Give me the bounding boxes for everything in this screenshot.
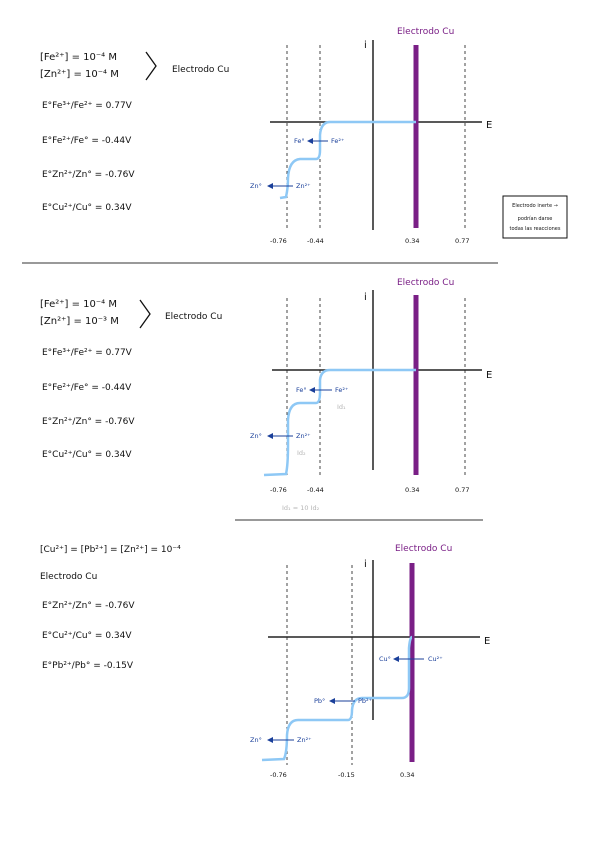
species: Cu° (379, 655, 391, 663)
species: Pb° (314, 697, 325, 705)
section-3: [Cu²⁺] = [Pb²⁺] = [Zn²⁺] = 10⁻⁴ Electrod… (40, 544, 490, 779)
i-label: i (364, 292, 367, 303)
potential: E°Fe³⁺/Fe²⁺ = 0.77V (42, 348, 133, 358)
note: podrían darse (518, 215, 553, 222)
potential: E°Fe²⁺/Fe° = -0.44V (42, 136, 132, 146)
e-label: E (486, 370, 492, 381)
current: Id₁ (337, 403, 346, 411)
species: Zn° (250, 736, 262, 744)
potential: E°Cu²⁺/Cu° = 0.34V (42, 450, 132, 460)
potential: E°Cu²⁺/Cu° = 0.34V (42, 203, 132, 213)
e-label: E (484, 636, 490, 647)
condition: [Fe²⁺] = 10⁻⁴ M (40, 52, 117, 63)
potential: E°Zn²⁺/Zn° = -0.76V (42, 417, 135, 427)
potential: E°Fe²⁺/Fe° = -0.44V (42, 383, 132, 393)
species: Zn²⁺ (296, 432, 311, 440)
tick: -0.76 (270, 237, 287, 245)
tick: -0.76 (270, 486, 287, 494)
potential: E°Pb²⁺/Pb° = -0.15V (42, 661, 134, 671)
electrode-note: Electrodo Cu (172, 65, 229, 75)
i-label: i (364, 40, 367, 51)
condition: [Fe²⁺] = 10⁻⁴ M (40, 299, 117, 310)
brace (145, 51, 157, 81)
species: Fe° (294, 137, 305, 145)
tick: 0.34 (400, 771, 414, 779)
potential: E°Zn²⁺/Zn° = -0.76V (42, 601, 135, 611)
electrode-label: Electrodo Cu (397, 278, 454, 288)
tick: 0.34 (405, 237, 419, 245)
tick: 0.34 (405, 486, 419, 494)
note: todas las reacciones (510, 226, 561, 232)
electrode-label: Electrodo Cu (397, 27, 454, 37)
section-1: [Fe²⁺] = 10⁻⁴ M [Zn²⁺] = 10⁻⁴ M Electrod… (40, 27, 568, 245)
tick: -0.15 (338, 771, 355, 779)
electrode-note: Electrodo Cu (40, 572, 97, 582)
species: Cu²⁺ (428, 655, 443, 663)
tick: -0.44 (307, 486, 324, 494)
tick: -0.44 (307, 237, 324, 245)
section-2: [Fe²⁺] = 10⁻⁴ M [Zn²⁺] = 10⁻³ M Electrod… (40, 278, 492, 512)
curve (279, 120, 416, 200)
potential: E°Fe³⁺/Fe²⁺ = 0.77V (42, 101, 133, 111)
condition: [Cu²⁺] = [Pb²⁺] = [Zn²⁺] = 10⁻⁴ (40, 545, 181, 555)
tick: 0.77 (455, 486, 469, 494)
relation: Id₁ = 10 Id₂ (282, 504, 320, 512)
species: Zn° (250, 182, 262, 190)
electrode-label: Electrodo Cu (395, 544, 452, 554)
tick: 0.77 (455, 237, 469, 245)
electrode-note: Electrodo Cu (165, 312, 222, 322)
tick: -0.76 (270, 771, 287, 779)
species: Fe° (296, 386, 307, 394)
note: Electrodo inerte → (512, 203, 558, 209)
species: Pb²⁺ (358, 697, 372, 705)
condition: [Zn²⁺] = 10⁻³ M (40, 316, 119, 327)
species: Zn° (250, 432, 262, 440)
condition: [Zn²⁺] = 10⁻⁴ M (40, 69, 119, 80)
species: Zn²⁺ (296, 182, 311, 190)
species: Fe²⁺ (331, 137, 344, 145)
brace (139, 299, 151, 329)
species: Fe²⁺ (335, 386, 348, 394)
curve (263, 368, 416, 477)
potential: E°Zn²⁺/Zn° = -0.76V (42, 170, 135, 180)
species: Zn²⁺ (297, 736, 312, 744)
e-label: E (486, 120, 492, 131)
note-box (502, 195, 568, 239)
potential: E°Cu²⁺/Cu° = 0.34V (42, 631, 132, 641)
i-label: i (364, 559, 367, 570)
current: Id₂ (297, 449, 306, 457)
curve (261, 635, 413, 762)
